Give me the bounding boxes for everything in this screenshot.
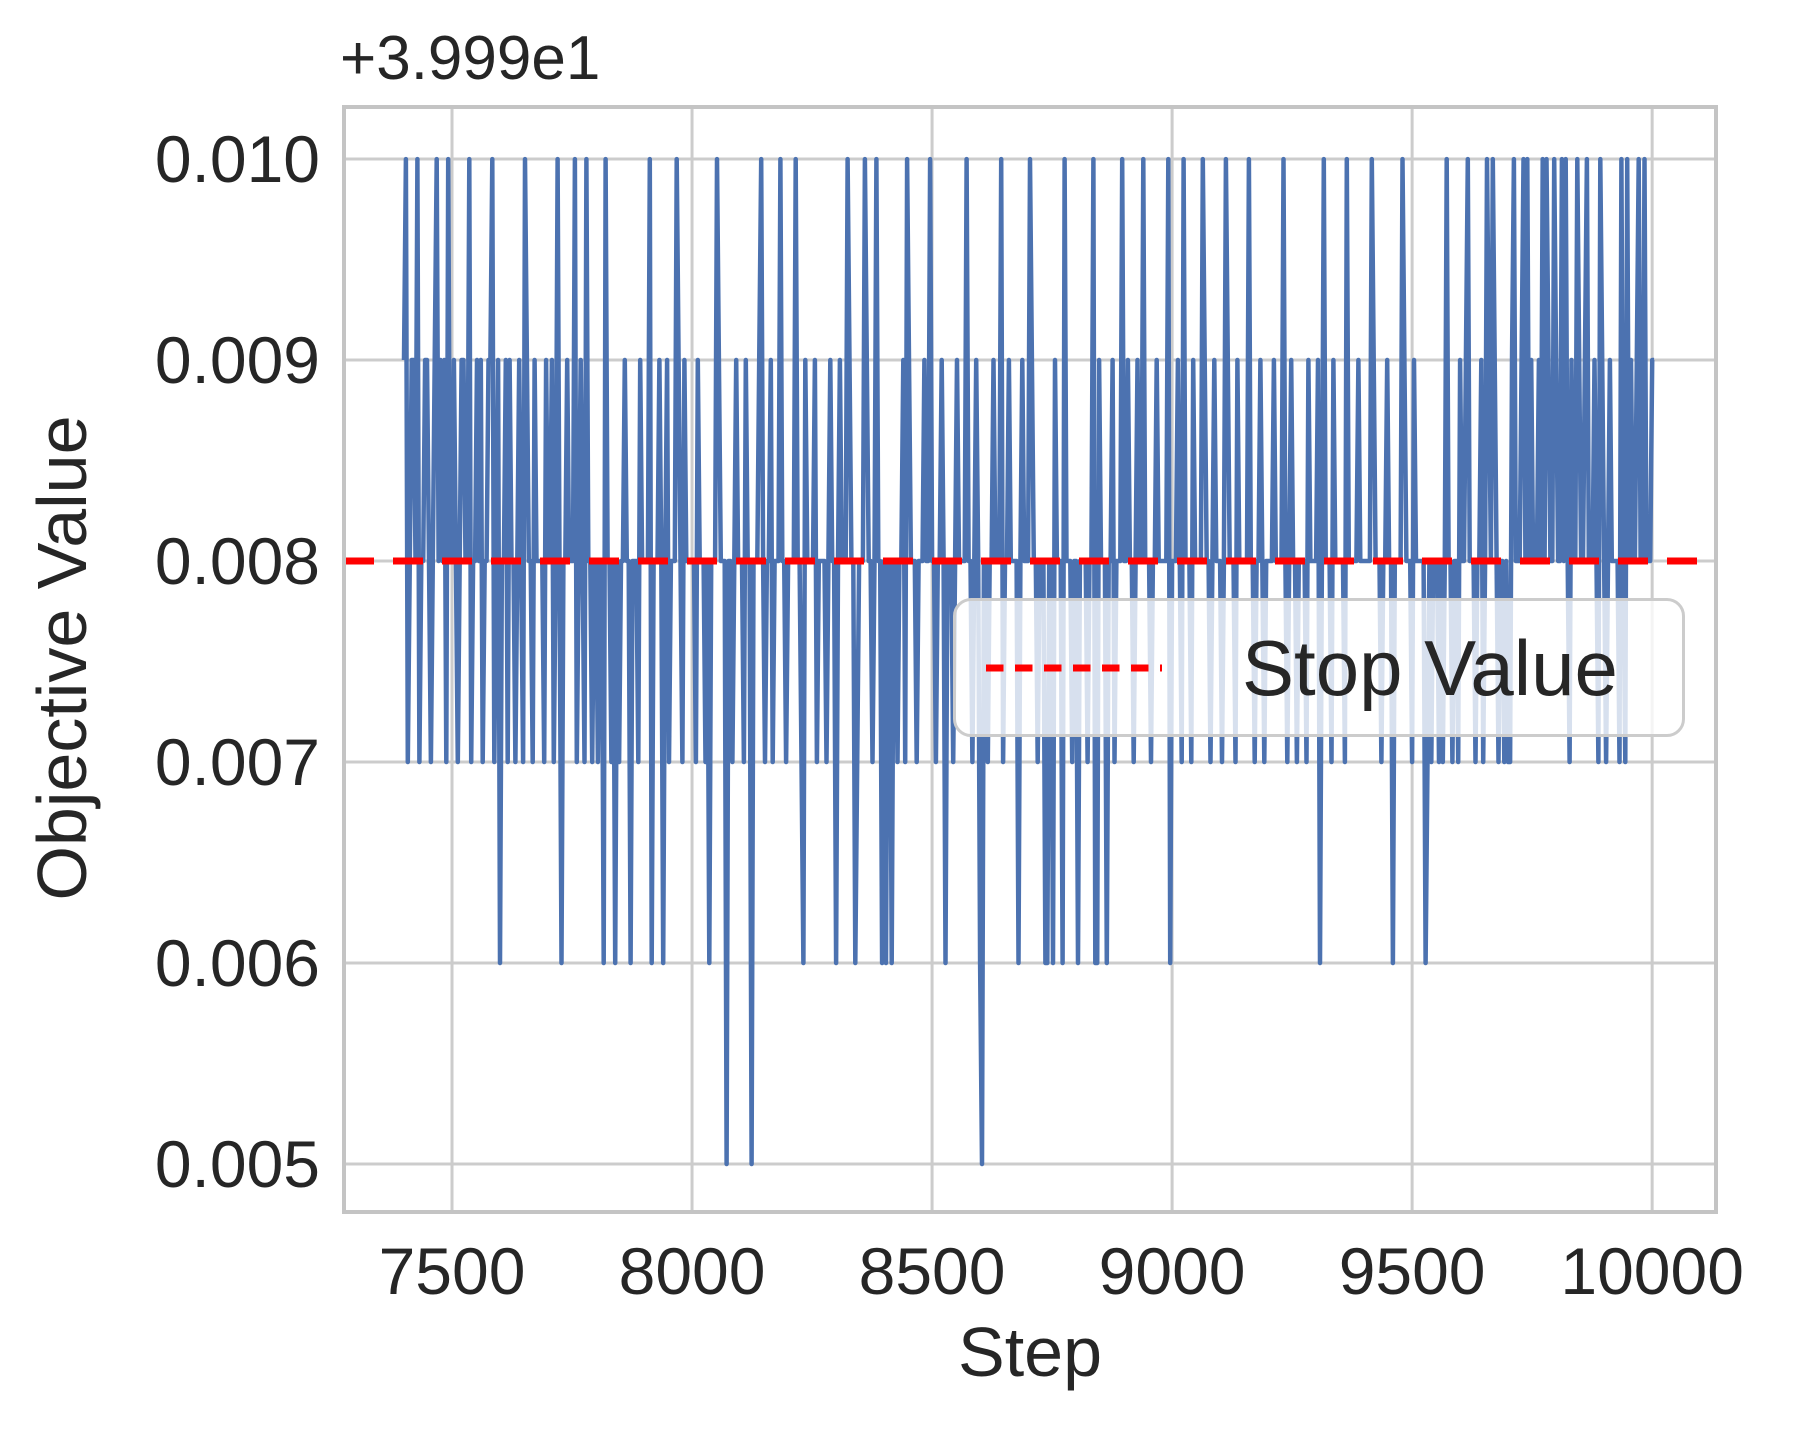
x-tick-label: 8000 bbox=[618, 1234, 766, 1308]
y-tick-label: 0.007 bbox=[154, 725, 320, 799]
x-tick-label: 7500 bbox=[378, 1234, 526, 1308]
x-axis-label: Step bbox=[958, 1313, 1102, 1391]
legend-label: Stop Value bbox=[1242, 623, 1618, 712]
y-axis-label: Objective Value bbox=[23, 415, 101, 901]
x-tick-label: 10000 bbox=[1560, 1234, 1744, 1308]
y-tick-label: 0.006 bbox=[154, 925, 320, 1000]
y-tick-label: 0.008 bbox=[154, 524, 320, 599]
x-tick-label: 8500 bbox=[858, 1234, 1006, 1308]
y-tick-label: 0.010 bbox=[154, 122, 320, 197]
x-tick-label: 9000 bbox=[1098, 1234, 1246, 1308]
y-axis-offset-text: +3.999e1 bbox=[340, 24, 601, 93]
legend: Stop Value bbox=[953, 598, 1685, 737]
legend-dashed-line-sample bbox=[986, 664, 1162, 671]
y-tick-label: 0.005 bbox=[154, 1126, 320, 1201]
y-tick-label: 0.009 bbox=[154, 323, 320, 398]
x-tick-label: 9500 bbox=[1338, 1234, 1486, 1308]
